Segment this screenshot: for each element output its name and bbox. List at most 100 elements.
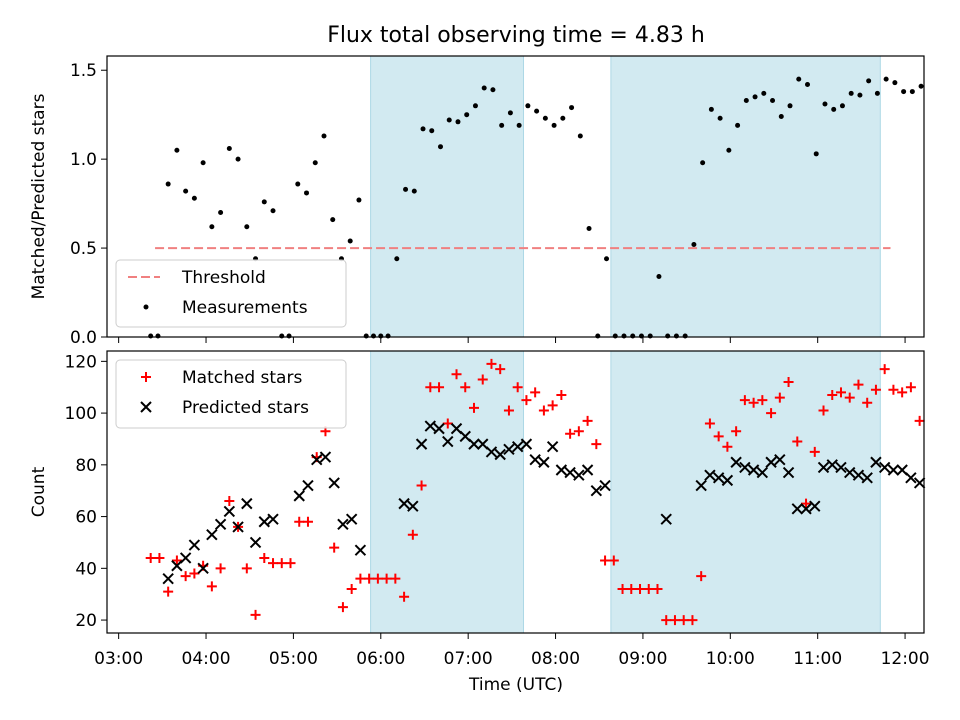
top-plot-frame [106,55,925,338]
plus-point-55 [626,584,637,595]
plus-point-74 [792,436,803,447]
dot-point-31 [411,188,417,194]
cross-point-44 [599,479,611,492]
dot-point-45 [534,108,540,114]
x-tick-label-4: 07:00 [444,649,493,669]
cross-point-37 [538,456,550,468]
plus-point-23 [346,584,357,595]
dot-point-0 [148,333,154,339]
plus-point-33 [434,382,445,393]
cross-point-5 [206,528,218,541]
dot-point-27 [378,333,384,339]
cross-point-38 [546,441,559,453]
legend-label-threshold: Threshold [181,268,266,288]
dot-point-80 [839,103,845,109]
plus-point-32 [425,382,436,393]
dot-point-3 [174,147,180,153]
plus-point-57 [643,584,654,595]
dot-point-17 [295,181,301,187]
plus-point-27 [381,573,392,584]
plus-point-79 [835,387,846,398]
x-tick-label-8: 11:00 [793,649,842,669]
cross-point-45 [660,513,672,525]
plus-point-39 [486,358,497,369]
plus-point-62 [687,615,698,626]
top-y-tick-label-3: 1.5 [70,61,97,81]
bottom-y-tick-label-1: 40 [75,559,97,579]
dot-point-53 [604,256,610,262]
dot-point-47 [551,122,557,128]
cross-point-19 [345,513,358,525]
cross-point-41 [573,469,585,481]
plus-point-72 [774,392,785,403]
x-tick-label-1: 04:00 [182,649,231,669]
plus-point-75 [801,498,812,509]
plus-point-22 [337,602,348,613]
cross-point-12 [267,513,279,525]
plus-point-48 [565,428,576,439]
cross-point-18 [337,518,349,531]
legend-matched-swatch [141,372,151,382]
cross-point-55 [774,453,786,466]
cross-point-14 [302,479,314,492]
dot-point-52 [595,333,601,339]
dot-point-7 [209,224,215,230]
cross-point-59 [809,500,821,512]
dot-point-32 [420,126,426,132]
dot-point-77 [813,151,819,157]
bottom-legend-box [115,359,347,429]
cross-point-61 [826,459,838,471]
dot-point-44 [525,103,531,109]
cross-point-8 [232,521,244,533]
cross-point-49 [721,474,734,487]
dot-point-38 [472,103,478,109]
cross-point-24 [424,420,437,432]
cross-point-4 [197,562,209,575]
dot-point-55 [621,333,627,339]
plus-point-17 [294,516,305,527]
plus-point-71 [766,408,777,419]
dot-point-78 [822,101,828,107]
plus-point-64 [704,418,715,429]
plus-point-61 [678,615,689,626]
plus-point-49 [573,426,584,437]
dot-point-15 [279,333,285,339]
cross-point-64 [852,469,865,481]
cross-point-39 [555,464,568,476]
cross-point-47 [704,469,716,481]
cross-point-54 [765,456,777,468]
dot-point-25 [363,333,369,339]
plus-point-42 [512,382,523,393]
chart-title: Flux total observing time = 4.83 h [327,23,705,48]
bottom-y-tick-label-3: 80 [75,456,97,476]
plus-point-45 [538,405,549,416]
dot-point-54 [612,333,618,339]
dot-point-23 [347,238,353,244]
plus-point-40 [495,364,506,375]
dot-point-39 [481,85,487,91]
cross-point-43 [590,484,603,497]
dot-point-14 [270,208,276,214]
bottom-y-tick-label-0: 20 [75,611,97,631]
plus-point-11 [241,563,252,574]
dot-point-81 [848,90,854,96]
cross-point-23 [415,438,428,450]
plus-point-66 [722,441,733,452]
cross-point-63 [844,466,856,479]
cross-point-16 [319,451,332,463]
dot-point-11 [244,224,250,230]
plus-point-34 [442,418,453,429]
bottom-plot-frame [106,350,925,634]
dot-point-65 [708,106,714,112]
dot-point-63 [691,242,697,248]
dot-point-26 [371,333,377,339]
plus-point-77 [818,405,829,416]
plus-point-67 [731,426,742,437]
dot-point-42 [507,110,513,116]
plus-point-83 [870,384,881,395]
cross-point-48 [712,472,725,484]
plus-point-15 [276,558,287,569]
plus-point-86 [897,387,908,398]
dot-point-35 [446,117,452,123]
cross-point-57 [791,503,804,515]
